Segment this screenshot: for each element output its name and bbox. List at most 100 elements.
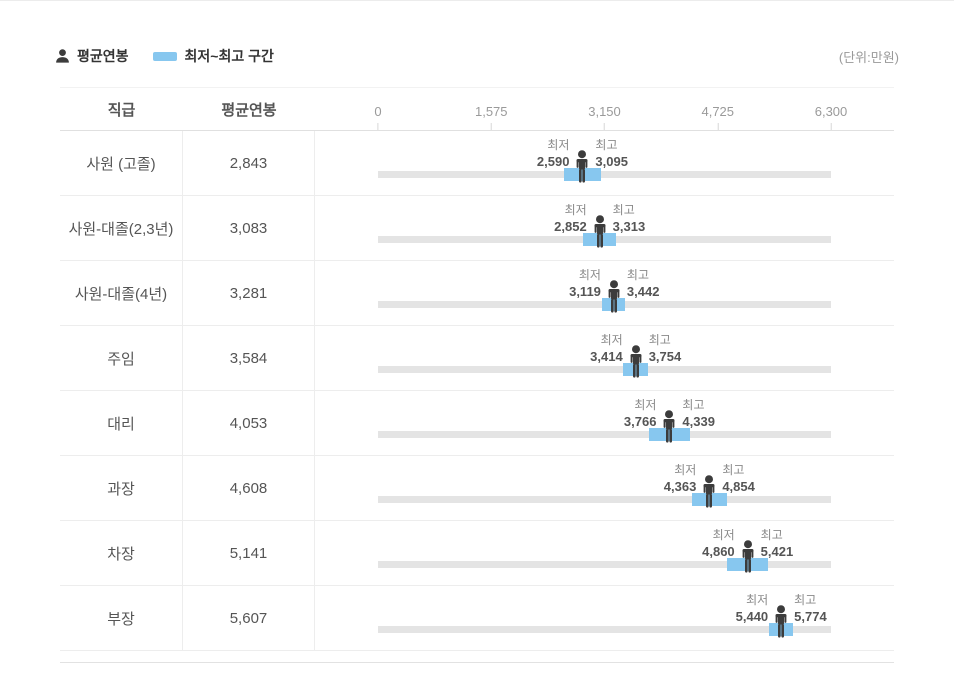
- table-row: 과장 4,608 최저 4,363 최고 4,854: [60, 456, 894, 521]
- axis-tick-label: 6,300: [814, 104, 848, 119]
- avg-salary-cell: 2,843: [183, 131, 315, 195]
- min-caption: 최저: [746, 593, 769, 607]
- max-caption: 최고: [682, 398, 705, 412]
- avg-salary-cell: 5,607: [183, 586, 315, 650]
- avg-salary-value: 3,584: [229, 349, 268, 367]
- axis-header-cell: 0 1,575 3,150 4,725 6,300: [315, 88, 894, 130]
- avg-salary-cell: 3,281: [183, 261, 315, 325]
- avg-salary-column-header: 평균연봉: [221, 101, 277, 119]
- max-value: 5,421: [760, 544, 794, 560]
- max-value: 5,774: [794, 609, 827, 625]
- avg-person-marker: [659, 410, 679, 443]
- legend-item-range: 최저~최고 구간: [129, 46, 274, 66]
- max-value: 3,754: [648, 349, 682, 365]
- range-bar: [564, 168, 601, 181]
- range-chart-cell: 최저 4,860 최고 5,421: [315, 521, 894, 585]
- table-header-row: 직급 평균연봉 0 1,575 3,150 4,725 6,300: [60, 88, 894, 131]
- track-bar: [378, 366, 831, 373]
- max-caption: 최고: [794, 593, 817, 607]
- max-value: 3,313: [612, 219, 646, 235]
- axis-tick-mark: [603, 123, 605, 130]
- max-label-block: 최고 3,095: [595, 138, 628, 170]
- range-chart-cell: 최저 5,440 최고 5,774: [315, 586, 894, 650]
- range-bar: [691, 493, 728, 506]
- plot-area: 최저 3,414 최고 3,754: [378, 326, 831, 390]
- legend-range-label: 최저~최고 구간: [184, 48, 274, 64]
- legend-item-average: 평균연봉: [55, 46, 129, 66]
- table-row: 대리 4,053 최저 3,766 최고 4,339: [60, 391, 894, 456]
- person-icon: [630, 345, 642, 378]
- plot-area: 최저 3,766 최고 4,339: [378, 391, 831, 455]
- max-label-block: 최고 5,774: [794, 593, 827, 625]
- axis-tick-mark: [490, 123, 492, 130]
- max-label-block: 최고 3,754: [649, 333, 682, 365]
- table-row: 차장 5,141 최저 4,860 최고 5,421: [60, 521, 894, 586]
- avg-salary-cell: 5,141: [183, 521, 315, 585]
- range-bar: [648, 428, 690, 441]
- max-value: 4,339: [682, 414, 715, 430]
- axis-tick-label: 1,575: [474, 104, 508, 119]
- grade-label: 대리: [107, 415, 135, 433]
- avg-salary-value: 5,141: [229, 544, 268, 562]
- range-bar: [769, 623, 794, 636]
- max-value: 3,442: [626, 284, 660, 300]
- grade-cell: 사원 (고졸): [60, 131, 183, 195]
- range-swatch-icon: [152, 51, 177, 61]
- axis-tick: 1,575: [475, 88, 508, 130]
- max-caption: 최고: [648, 333, 671, 347]
- min-caption: 최저: [600, 333, 623, 347]
- axis-tick-label: 4,725: [701, 104, 735, 119]
- legend-average-label: 평균연봉: [77, 48, 129, 64]
- min-label-block: 최저 2,590: [537, 138, 570, 170]
- table-row: 주임 3,584 최저 3,414 최고 3,754: [60, 326, 894, 391]
- axis-tick-mark: [830, 123, 832, 130]
- plot-area: 최저 3,119 최고 3,442: [378, 261, 831, 325]
- avg-person-marker: [771, 605, 791, 638]
- grade-column-header: 직급: [107, 101, 136, 119]
- min-label-block: 최저 5,440: [736, 593, 769, 625]
- min-label-block: 최저 2,852: [554, 203, 587, 235]
- axis-tick-mark: [377, 123, 379, 130]
- min-caption: 최저: [547, 138, 570, 152]
- avg-salary-cell: 4,053: [183, 391, 315, 455]
- avg-salary-cell: 3,083: [183, 196, 315, 260]
- table-row: 사원-대졸(2,3년) 3,083 최저 2,852 최고 3,313: [60, 196, 894, 261]
- max-caption: 최고: [722, 463, 745, 477]
- grade-label: 과장: [107, 480, 135, 498]
- range-bar: [583, 233, 617, 246]
- person-icon: [703, 475, 715, 508]
- person-icon: [594, 215, 606, 248]
- min-value: 3,766: [623, 414, 657, 430]
- track-bar: [378, 561, 831, 568]
- min-value: 2,852: [554, 219, 587, 235]
- grade-label: 사원 (고졸): [86, 155, 156, 173]
- track-bar: [378, 496, 831, 503]
- axis-tick-label: 3,150: [588, 104, 621, 119]
- axis-ticks: 0 1,575 3,150 4,725 6,300: [374, 88, 847, 130]
- max-label-block: 최고 4,339: [682, 398, 715, 430]
- min-caption: 최저: [578, 268, 601, 282]
- avg-salary-value: 4,608: [229, 479, 268, 497]
- max-caption: 최고: [760, 528, 783, 542]
- avg-salary-value: 2,843: [229, 154, 268, 172]
- plot-area: 최저 4,860 최고 5,421: [378, 521, 831, 585]
- grade-cell: 부장: [60, 586, 183, 650]
- min-value: 3,119: [569, 284, 601, 300]
- range-chart-cell: 최저 3,414 최고 3,754: [315, 326, 894, 390]
- min-label-block: 최저 4,860: [702, 528, 735, 560]
- plot-area: 최저 2,590 최고 3,095: [378, 131, 831, 195]
- person-icon: [664, 410, 675, 443]
- min-caption: 최저: [634, 398, 657, 412]
- axis-tick: 3,150: [588, 88, 621, 130]
- avg-person-marker: [626, 345, 646, 378]
- max-label-block: 최고 3,442: [627, 268, 660, 300]
- grade-label: 사원-대졸(2,3년): [68, 220, 174, 238]
- range-chart-cell: 최저 2,852 최고 3,313: [315, 196, 894, 260]
- avg-salary-cell: 4,608: [183, 456, 315, 520]
- range-chart-cell: 최저 2,590 최고 3,095: [315, 131, 894, 195]
- avg-salary-value: 5,607: [229, 609, 268, 627]
- range-chart-cell: 최저 4,363 최고 4,854: [315, 456, 894, 520]
- grade-cell: 사원-대졸(4년): [60, 261, 183, 325]
- table-body: 사원 (고졸) 2,843 최저 2,590 최고 3,095: [60, 131, 894, 651]
